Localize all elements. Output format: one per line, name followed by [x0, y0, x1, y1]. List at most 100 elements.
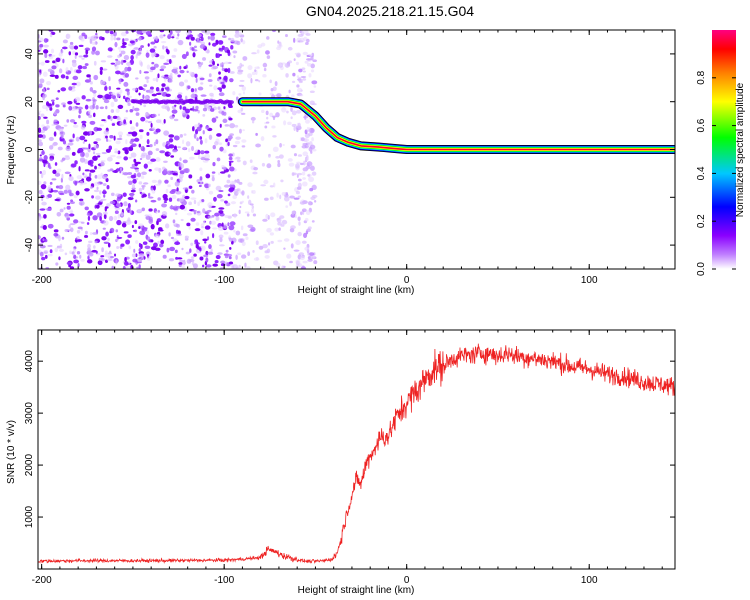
noise-blob	[200, 180, 204, 183]
noise-blob	[160, 239, 165, 245]
noise-blob	[295, 240, 301, 246]
noise-blob	[153, 51, 157, 55]
noise-blob	[135, 240, 139, 244]
noise-blob	[207, 251, 214, 255]
noise-blob	[109, 154, 116, 158]
noise-blob	[41, 104, 48, 110]
noise-blob	[258, 80, 261, 83]
noise-blob	[228, 117, 233, 121]
noise-blob	[272, 86, 277, 92]
noise-blob	[253, 257, 260, 261]
noise-blob	[196, 126, 202, 132]
noise-blob	[50, 54, 56, 57]
noise-blob	[115, 193, 122, 197]
noise-blob	[197, 86, 204, 91]
noise-blob	[311, 220, 315, 223]
noise-blob	[265, 121, 270, 124]
noise-blob	[169, 30, 173, 35]
noise-blob	[69, 266, 75, 269]
noise-blob	[105, 231, 109, 237]
noise-blob	[213, 196, 217, 202]
noise-blob	[87, 215, 91, 221]
noise-blob	[229, 221, 236, 226]
spectrogram-x-ticks: -200 -100 0 100	[32, 30, 663, 286]
noise-blob	[103, 130, 110, 135]
noise-blob	[182, 106, 187, 111]
noise-blob	[299, 255, 305, 261]
noise-blob	[168, 258, 175, 262]
noise-blob	[185, 30, 191, 36]
noise-blob	[69, 227, 74, 233]
noise-blob	[101, 37, 105, 41]
noise-blob	[283, 120, 287, 126]
noise-blob	[179, 173, 184, 179]
noise-blob	[122, 221, 127, 224]
noise-blob	[70, 199, 74, 202]
noise-blob	[69, 66, 73, 73]
noise-blob	[169, 72, 173, 78]
noise-blob	[122, 265, 126, 269]
noise-blob	[227, 135, 233, 140]
noise-blob	[116, 87, 121, 90]
noise-blob	[150, 223, 155, 230]
noise-blob	[83, 131, 89, 136]
noise-blob	[103, 194, 106, 198]
noise-blob	[102, 190, 107, 195]
noise-blob	[70, 163, 77, 168]
noise-blob	[123, 156, 129, 161]
noise-blob	[140, 61, 143, 67]
noise-blob	[219, 171, 226, 174]
noise-blob	[41, 201, 47, 206]
noise-blob	[86, 259, 93, 264]
noise-blob	[81, 57, 85, 60]
noise-blob	[202, 220, 206, 225]
noise-blob	[138, 248, 142, 253]
noise-blob	[46, 87, 50, 91]
noise-blob	[73, 254, 77, 260]
noise-blob	[218, 234, 224, 239]
colorbar-tick-label: 0.0	[696, 262, 707, 276]
noise-blob	[186, 212, 193, 216]
noise-blob	[281, 107, 287, 113]
noise-blob	[217, 40, 224, 45]
noise-blob	[306, 62, 312, 67]
noise-blob	[204, 241, 207, 244]
noise-blob	[132, 258, 138, 263]
noise-blob	[107, 169, 111, 172]
noise-blob	[90, 35, 97, 41]
noise-blob	[221, 84, 226, 89]
noise-blob	[38, 134, 44, 138]
noise-blob	[219, 54, 222, 57]
noise-blob	[138, 223, 144, 226]
noise-blob	[304, 166, 311, 169]
noise-blob	[176, 257, 183, 260]
noise-blob	[279, 142, 282, 148]
noise-blob	[67, 100, 73, 105]
noise-blob	[283, 265, 286, 269]
noise-blob	[51, 178, 57, 181]
noise-blob	[114, 150, 119, 154]
noise-blob	[298, 68, 303, 73]
noise-blob	[108, 85, 112, 91]
noise-blob	[58, 236, 61, 242]
noise-blob	[200, 245, 206, 251]
noise-blob	[306, 228, 311, 233]
noise-blob	[263, 67, 267, 72]
noise-blob	[211, 42, 217, 47]
noise-blob	[308, 201, 312, 206]
noise-blob	[142, 94, 145, 99]
noise-blob	[178, 264, 182, 268]
noise-blob	[224, 255, 229, 259]
noise-blob	[127, 171, 133, 175]
noise-blob	[205, 250, 209, 256]
noise-blob	[233, 188, 239, 193]
noise-blob	[65, 184, 71, 191]
noise-blob	[131, 253, 137, 258]
noise-blob	[271, 125, 276, 129]
noise-blob	[107, 242, 111, 248]
colorbar: 0.0 0.2 0.4 0.6 0.8 Normalized spectral ampl…	[696, 30, 746, 276]
noise-blob	[287, 158, 293, 162]
noise-blob	[141, 171, 147, 176]
noise-blob	[95, 204, 100, 209]
noise-blob	[99, 70, 103, 75]
